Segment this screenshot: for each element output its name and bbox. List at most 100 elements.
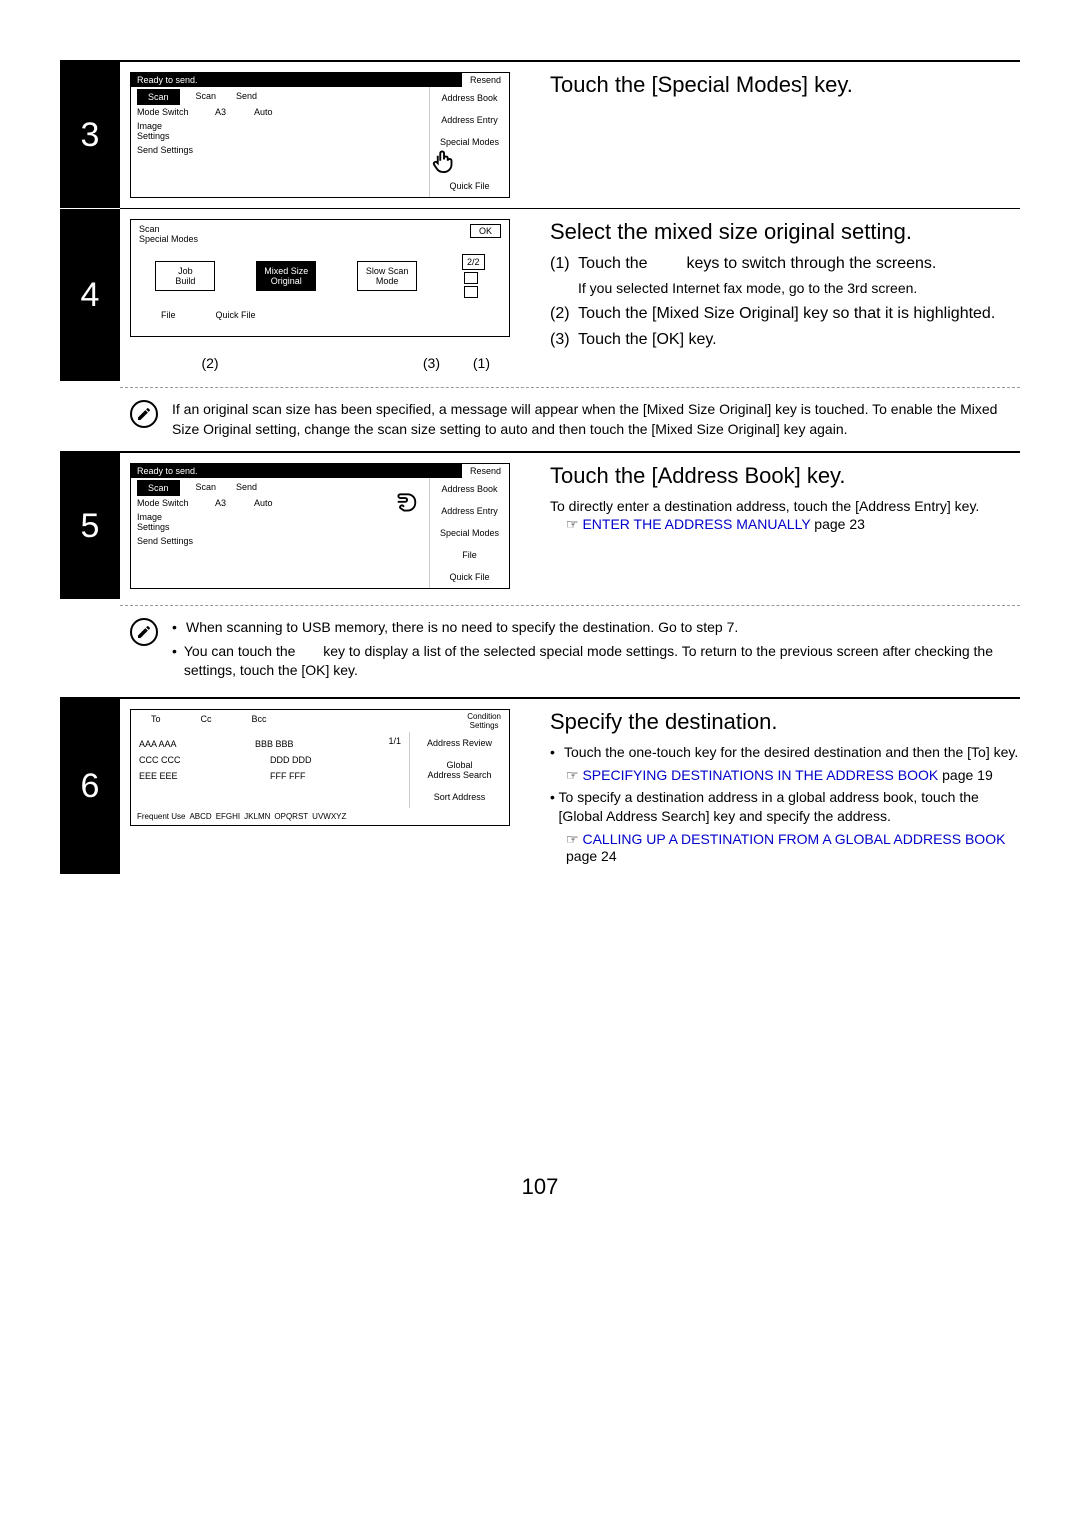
foot-abcd[interactable]: ABCD [189, 812, 211, 821]
callout-labels: (2) (3) (1) [130, 355, 510, 371]
link-calling-up[interactable]: CALLING UP A DESTINATION FROM A GLOBAL A… [582, 831, 1005, 847]
foot-opqrst[interactable]: OPQRST [274, 812, 308, 821]
step-number: 5 [60, 453, 120, 599]
step4-heading: Select the mixed size original setting. [550, 219, 1020, 245]
foot-jklmn[interactable]: JKLMN [244, 812, 270, 821]
special-modes-button[interactable]: Special Modes [430, 522, 509, 544]
foot-uvwxyz[interactable]: UVWXYZ [312, 812, 346, 821]
hand-pointer-icon [429, 147, 459, 179]
mode-switch-label: Mode Switch [137, 107, 207, 117]
global-address-search-button[interactable]: Global Address Search [410, 754, 509, 786]
note-bullet-2: You can touch the key to display a list … [184, 642, 1020, 681]
step6-link2-row: ☞ CALLING UP A DESTINATION FROM A GLOBAL… [566, 831, 1020, 864]
a3-label: A3 [215, 107, 226, 117]
scan-screen-panel-5: Ready to send. Resend Scan Scan Send Mod… [130, 463, 510, 589]
addr-aaa[interactable]: AAA AAA [139, 736, 255, 752]
addr-bbb[interactable]: BBB BBB [255, 736, 371, 752]
pencil-note-icon [130, 618, 158, 646]
step6-b2: To specify a destination address in a gl… [559, 788, 1020, 827]
step5-heading: Touch the [Address Book] key. [550, 463, 1020, 489]
page-indicator: 2/2 [462, 254, 485, 270]
a3-label: A3 [215, 498, 226, 508]
resend-button[interactable]: Resend [462, 73, 509, 87]
step4-note: If an original scan size has been specif… [60, 394, 1020, 451]
resend-button[interactable]: Resend [462, 464, 509, 478]
item-num: (3) [550, 331, 570, 348]
document-page: 3 Ready to send. Resend Scan Scan Sen [0, 0, 1080, 1240]
tab-scan2: Scan [180, 89, 227, 105]
step4-note-text: If an original scan size has been specif… [172, 400, 1020, 439]
step6-b1: Touch the one-touch key for the desired … [564, 743, 1018, 763]
address-entry-button[interactable]: Address Entry [430, 500, 509, 522]
link2-page: page 24 [566, 848, 617, 864]
item-num: (1) [550, 255, 570, 272]
step4-item2: (2) Touch the [Mixed Size Original] key … [550, 303, 1020, 325]
scan-screen-panel: Ready to send. Resend Scan Scan Send Mod… [130, 72, 510, 198]
pager-down-icon[interactable] [464, 286, 478, 298]
foot-frequent[interactable]: Frequent Use [137, 812, 185, 821]
dashed-divider [120, 387, 1020, 388]
auto-label: Auto [254, 498, 273, 508]
callout-1: (1) [440, 355, 490, 371]
address-entry-button[interactable]: Address Entry [430, 109, 509, 131]
tab-send: Send [226, 89, 267, 105]
callout-2: (2) [130, 355, 290, 371]
ab-page: 1/1 [371, 736, 401, 752]
condition-settings-button[interactable]: Condition Settings [459, 710, 509, 732]
nb2b: key to display a list of the selected sp… [184, 643, 993, 679]
tab-scan[interactable]: Scan [137, 89, 180, 105]
address-review-button[interactable]: Address Review [410, 732, 509, 754]
auto-label: Auto [254, 107, 273, 117]
status-bar: Ready to send. [131, 464, 462, 478]
step3-heading: Touch the [Special Modes] key. [550, 72, 1020, 98]
special-modes-panel: Scan Special Modes OK Job Build Mixed Si… [130, 219, 510, 337]
addr-eee[interactable]: EEE EEE [139, 768, 270, 784]
pager-up-icon[interactable] [464, 272, 478, 284]
status-bar: Ready to send. [131, 73, 462, 87]
step-4: 4 Scan Special Modes OK [60, 209, 1020, 381]
tab-to[interactable]: To [131, 710, 181, 732]
page-number: 107 [60, 1174, 1020, 1200]
note-bullet-1: When scanning to USB memory, there is no… [186, 618, 738, 638]
addr-fff[interactable]: FFF FFF [270, 768, 401, 784]
file-button[interactable]: File [161, 310, 176, 320]
tab-bcc[interactable]: Bcc [232, 710, 287, 732]
pencil-note-icon [130, 400, 158, 428]
mixed-size-original-button[interactable]: Mixed Size Original [256, 261, 316, 291]
slow-scan-mode-button[interactable]: Slow Scan Mode [357, 261, 417, 291]
tab-scan[interactable]: Scan [137, 480, 180, 496]
job-build-button[interactable]: Job Build [155, 261, 215, 291]
step-6: 6 To Cc Bcc Condition Settings AAA AAABB… [60, 699, 1020, 874]
sort-address-button[interactable]: Sort Address [410, 786, 509, 808]
tab-scan2: Scan [180, 480, 227, 496]
item-text: Touch the [OK] key. [578, 331, 716, 348]
step5-note: •When scanning to USB memory, there is n… [60, 612, 1020, 697]
ok-button[interactable]: OK [470, 224, 501, 238]
step5-note-text: •When scanning to USB memory, there is n… [172, 618, 1020, 685]
quick-file-button[interactable]: Quick File [216, 310, 256, 320]
step-number: 6 [60, 699, 120, 874]
link-enter-address[interactable]: ENTER THE ADDRESS MANUALLY [582, 516, 810, 532]
link1-page: page 19 [938, 767, 993, 783]
step5-body: To directly enter a destination address,… [550, 497, 1020, 516]
callout-3: (3) [290, 355, 440, 371]
sm-title2: Special Modes [139, 234, 198, 244]
quick-file-button[interactable]: Quick File [430, 566, 509, 588]
item-text: Touch the [Mixed Size Original] key so t… [578, 305, 995, 322]
item-text-a: Touch the [578, 255, 652, 272]
link-specifying[interactable]: SPECIFYING DESTINATIONS IN THE ADDRESS B… [582, 767, 938, 783]
tab-send: Send [226, 480, 267, 496]
send-settings-label: Send Settings [137, 536, 193, 546]
address-book-button[interactable]: Address Book [430, 87, 509, 109]
step6-link1-row: ☞ SPECIFYING DESTINATIONS IN THE ADDRESS… [566, 767, 1020, 784]
addr-ddd[interactable]: DDD DDD [270, 752, 401, 768]
foot-efghi[interactable]: EFGHI [216, 812, 240, 821]
file-button[interactable]: File [430, 544, 509, 566]
sm-title1: Scan [139, 224, 198, 234]
addr-ccc[interactable]: CCC CCC [139, 752, 270, 768]
tab-cc[interactable]: Cc [181, 710, 232, 732]
step4-item1: (1) Touch the keys to switch through the… [550, 253, 1020, 275]
link-page: page 23 [810, 516, 865, 532]
address-book-button[interactable]: Address Book [430, 478, 509, 500]
step4-item3: (3) Touch the [OK] key. [550, 329, 1020, 351]
